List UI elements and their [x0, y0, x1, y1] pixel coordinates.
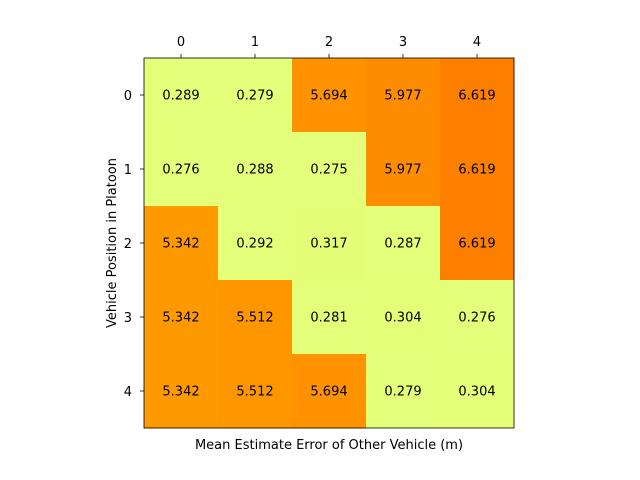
x-tick-label-0: 0 [177, 35, 185, 50]
heatmap-cell-r4-c0 [144, 354, 219, 429]
y-axis-ticks: 0 1 2 3 4 [124, 89, 144, 400]
heatmap-cell-r3-c2 [292, 280, 367, 355]
x-tick-label-3: 3 [399, 35, 407, 50]
heatmap-cell-r1-c2 [292, 132, 367, 207]
y-tick-label-1: 1 [124, 163, 132, 178]
heatmap-cell-r2-c4 [440, 206, 515, 281]
cell-label-r0-c0: 0.289 [162, 89, 199, 104]
cell-label-r4-c3: 0.279 [384, 385, 421, 400]
cell-label-r2-c1: 0.292 [236, 237, 273, 252]
cell-label-r4-c2: 5.694 [310, 385, 347, 400]
heatmap-cell-r2-c1 [218, 206, 293, 281]
heatmap-cell-r0-c4 [440, 58, 515, 133]
cell-label-r0-c4: 6.619 [458, 89, 495, 104]
heatmap-cell-r1-c4 [440, 132, 515, 207]
heatmap-cells [144, 58, 515, 429]
heatmap-cell-r1-c1 [218, 132, 293, 207]
heatmap-cell-r0-c0 [144, 58, 219, 133]
cell-label-r4-c0: 5.342 [162, 385, 199, 400]
heatmap-cell-r1-c3 [366, 132, 441, 207]
heatmap-cell-r3-c0 [144, 280, 219, 355]
x-tick-label-2: 2 [325, 35, 333, 50]
cell-label-r0-c1: 0.279 [236, 89, 273, 104]
y-tick-label-3: 3 [124, 311, 132, 326]
cell-label-r1-c1: 0.288 [236, 163, 273, 178]
x-axis-ticks: 0 1 2 3 4 [177, 35, 481, 58]
heatmap-cell-r4-c2 [292, 354, 367, 429]
cell-label-r2-c3: 0.287 [384, 237, 421, 252]
x-tick-label-4: 4 [473, 35, 481, 50]
cell-label-r2-c4: 6.619 [458, 237, 495, 252]
cell-label-r0-c3: 5.977 [384, 89, 421, 104]
cell-label-r2-c0: 5.342 [162, 237, 199, 252]
heatmap-cell-r4-c4 [440, 354, 515, 429]
x-axis-label: Mean Estimate Error of Other Vehicle (m) [195, 438, 463, 453]
y-axis-label: Vehicle Position in Platoon [105, 158, 120, 328]
cell-label-r1-c2: 0.275 [310, 163, 347, 178]
cell-label-r4-c1: 5.512 [236, 385, 273, 400]
heatmap-cell-r3-c1 [218, 280, 293, 355]
y-tick-label-0: 0 [124, 89, 132, 104]
x-tick-label-1: 1 [251, 35, 259, 50]
cell-label-r4-c4: 0.304 [458, 385, 495, 400]
cell-value-labels: 0.289 0.279 5.694 5.977 6.619 0.276 0.288 0.275… [162, 89, 495, 400]
cell-label-r1-c3: 5.977 [384, 163, 421, 178]
heatmap-cell-r4-c1 [218, 354, 293, 429]
heatmap-cell-r3-c4 [440, 280, 515, 355]
cell-label-r2-c2: 0.317 [310, 237, 347, 252]
cell-label-r1-c0: 0.276 [162, 163, 199, 178]
heatmap-cell-r3-c3 [366, 280, 441, 355]
cell-label-r3-c3: 0.304 [384, 311, 421, 326]
heatmap-cell-r0-c1 [218, 58, 293, 133]
heatmap-cell-r0-c3 [366, 58, 441, 133]
cell-label-r3-c0: 5.342 [162, 311, 199, 326]
cell-label-r3-c4: 0.276 [458, 311, 495, 326]
cell-label-r3-c1: 5.512 [236, 311, 273, 326]
cell-label-r1-c4: 6.619 [458, 163, 495, 178]
heatmap-cell-r2-c0 [144, 206, 219, 281]
heatmap-cell-r2-c2 [292, 206, 367, 281]
y-tick-label-4: 4 [124, 385, 132, 400]
cell-label-r3-c2: 0.281 [310, 311, 347, 326]
heatmap-cell-r1-c0 [144, 132, 219, 207]
y-tick-label-2: 2 [124, 237, 132, 252]
cell-label-r0-c2: 5.694 [310, 89, 347, 104]
heatmap-cell-r4-c3 [366, 354, 441, 429]
heatmap-cell-r2-c3 [366, 206, 441, 281]
heatmap-cell-r0-c2 [292, 58, 367, 133]
